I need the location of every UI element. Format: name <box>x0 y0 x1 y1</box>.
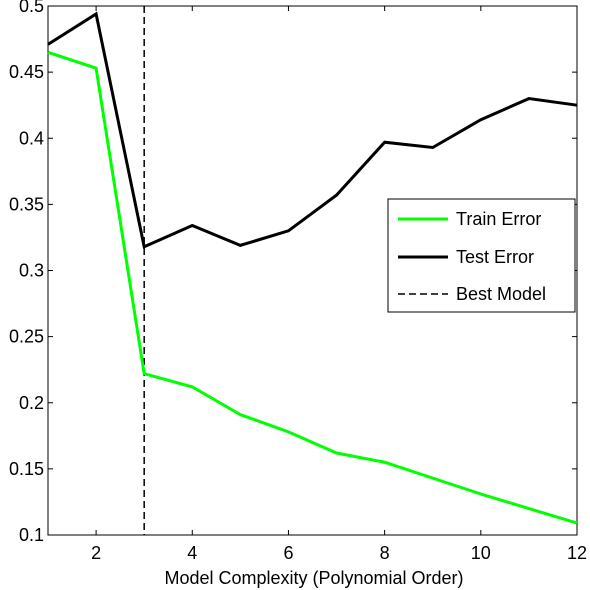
series-line-train-error <box>47 50 578 525</box>
axis-ticks: 2 4 6 8 10 12 0.1 0.15 0.2 0.25 0.3 0.35 0.4 0.45 0.5 <box>9 0 587 563</box>
y-tick-label: 0.5 <box>19 0 44 16</box>
series-line-test-error <box>47 11 578 249</box>
legend-label-train-error: Train Error <box>456 209 541 229</box>
y-tick-label: 0.1 <box>19 525 44 545</box>
y-tick-label: 0.3 <box>19 261 44 281</box>
y-tick-label: 0.15 <box>9 459 44 479</box>
x-tick-label: 6 <box>283 543 293 563</box>
y-tick-label: 0.4 <box>19 128 44 148</box>
x-axis-label: Model Complexity (Polynomial Order) <box>164 568 463 588</box>
legend: Train Error Test Error Best Model <box>387 198 576 313</box>
legend-label-test-error: Test Error <box>456 247 534 267</box>
y-tick-label: 0.2 <box>19 393 44 413</box>
y-tick-label: 0.25 <box>9 327 44 347</box>
x-tick-label: 12 <box>567 543 587 563</box>
x-tick-label: 8 <box>380 543 390 563</box>
legend-label-best-model: Best Model <box>456 284 546 304</box>
y-tick-label: 0.45 <box>9 62 44 82</box>
y-tick-label: 0.35 <box>9 194 44 214</box>
x-tick-label: 4 <box>187 543 197 563</box>
x-tick-label: 2 <box>91 543 101 563</box>
x-tick-label: 10 <box>471 543 491 563</box>
plot-area <box>47 5 578 536</box>
